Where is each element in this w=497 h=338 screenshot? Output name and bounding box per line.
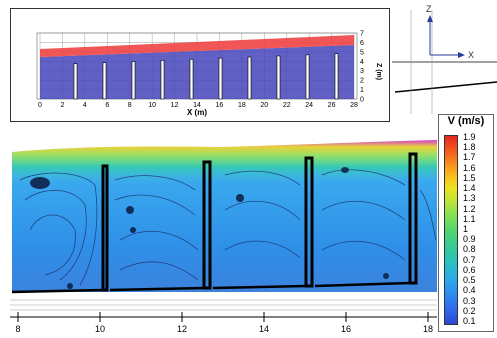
legend-value-label: 0.8 — [463, 244, 476, 255]
inset-baffle — [218, 57, 223, 100]
free-surface-band — [12, 140, 437, 186]
legend-value-label: 1.2 — [463, 203, 476, 214]
inset-x-ticks: 0 2 4 6 8 10 12 14 16 18 20 22 24 26 28 — [38, 102, 358, 109]
legend-value-label: 0.1 — [463, 316, 476, 326]
surface-reference-line — [394, 81, 497, 93]
inset-x-tick-label: 2 — [60, 102, 64, 109]
main-x-tick-label: 16 — [341, 324, 351, 334]
inset-z-tick-label: 6 — [360, 40, 364, 47]
legend-value-label: 1.5 — [463, 172, 476, 183]
baffle-2 — [202, 160, 212, 290]
inset-z-axis-label: Z (m) — [375, 63, 382, 80]
main-x-tick-label: 10 — [95, 324, 105, 334]
legend-value-label: 1.9 — [463, 132, 476, 142]
inset-fluid — [40, 45, 354, 99]
cell-outlines — [11, 281, 411, 294]
inset-x-tick-label: 0 — [38, 102, 42, 109]
inset-x-axis-label: X (m) — [187, 108, 207, 117]
inset-x-tick-label: 16 — [216, 102, 224, 109]
inset-z-tick-label: 1 — [360, 87, 364, 94]
inset-x-tick-label: 28 — [350, 102, 358, 109]
legend-value-label: 1.1 — [463, 213, 476, 224]
baffle-3 — [304, 156, 314, 288]
legend-value-label: 1.7 — [463, 152, 476, 163]
legend-value-label: 1.6 — [463, 162, 476, 173]
inset-z-tick-label: 0 — [360, 97, 364, 104]
inset-z-tick-label: 5 — [360, 49, 364, 56]
inset-baffle — [247, 56, 252, 100]
legend-value-label: 0.7 — [463, 254, 476, 265]
baffle-1 — [101, 164, 109, 292]
streamlines — [19, 169, 437, 286]
baffles — [101, 152, 418, 292]
triad-x-label: X — [468, 50, 474, 60]
inset-surface-layer — [40, 35, 354, 57]
triad-z-label: Z — [426, 4, 432, 14]
inset-baffle — [131, 61, 136, 100]
inset-baffle — [73, 63, 78, 100]
inset-baffle — [276, 55, 281, 100]
vortex-spots — [30, 167, 389, 289]
inset-baffle — [334, 53, 339, 100]
inset-x-tick-label: 14 — [193, 102, 201, 109]
inset-z-tick-label: 7 — [360, 31, 364, 38]
inset-x-tick-label: 18 — [238, 102, 246, 109]
inset-z-tick-label: 2 — [360, 78, 364, 85]
inset-baffle — [160, 60, 165, 100]
legend-value-label: 1.8 — [463, 142, 476, 153]
inset-x-tick-label: 4 — [83, 102, 87, 109]
main-x-tick-label: 8 — [15, 324, 20, 334]
velocity-legend: V (m/s) 1.9 1.8 1.7 1.6 1.5 1.4 1.3 1.2 1.1 1 0.9 0… — [438, 114, 494, 332]
main-x-axis: 8 10 12 14 16 18 — [10, 312, 437, 334]
inset-x-tick-label: 8 — [128, 102, 132, 109]
legend-value-label: 1 — [463, 224, 469, 234]
legend-value-label: 0.6 — [463, 264, 476, 275]
legend-title: V (m/s) — [447, 115, 485, 127]
axes-triad: Z X — [426, 4, 474, 60]
legend-value-label: 0.9 — [463, 234, 476, 245]
inset-z-tick-label: 4 — [360, 59, 364, 66]
legend-color-bar — [444, 135, 458, 325]
main-x-tick-label: 18 — [423, 324, 433, 334]
legend-value-label: 0.4 — [463, 285, 476, 296]
inset-x-tick-label: 20 — [260, 102, 268, 109]
inset-z-ticks: 0 1 2 3 4 5 6 7 — [360, 31, 364, 104]
baffle-4 — [408, 152, 418, 285]
inset-x-tick-label: 24 — [305, 102, 313, 109]
legend-value-label: 1.3 — [463, 193, 476, 204]
main-x-tick-label: 14 — [259, 324, 269, 334]
inset-x-tick-label: 10 — [148, 102, 156, 109]
inset-baffle — [189, 58, 194, 100]
inset-x-tick-label: 22 — [283, 102, 291, 109]
inset-baffles — [73, 53, 339, 100]
inset-baffle — [305, 54, 310, 100]
main-x-tick-label: 12 — [177, 324, 187, 334]
main-grid — [10, 299, 437, 311]
inset-z-tick-label: 3 — [360, 68, 364, 75]
legend-value-label: 0.5 — [463, 275, 476, 286]
legend-value-label: 0.2 — [463, 305, 476, 316]
inset-x-tick-label: 6 — [105, 102, 109, 109]
inset-x-tick-label: 12 — [171, 102, 179, 109]
inset-baffle — [102, 62, 107, 100]
legend-value-label: 0.3 — [463, 295, 476, 306]
inset-x-tick-label: 26 — [328, 102, 336, 109]
legend-value-label: 1.4 — [463, 183, 476, 194]
